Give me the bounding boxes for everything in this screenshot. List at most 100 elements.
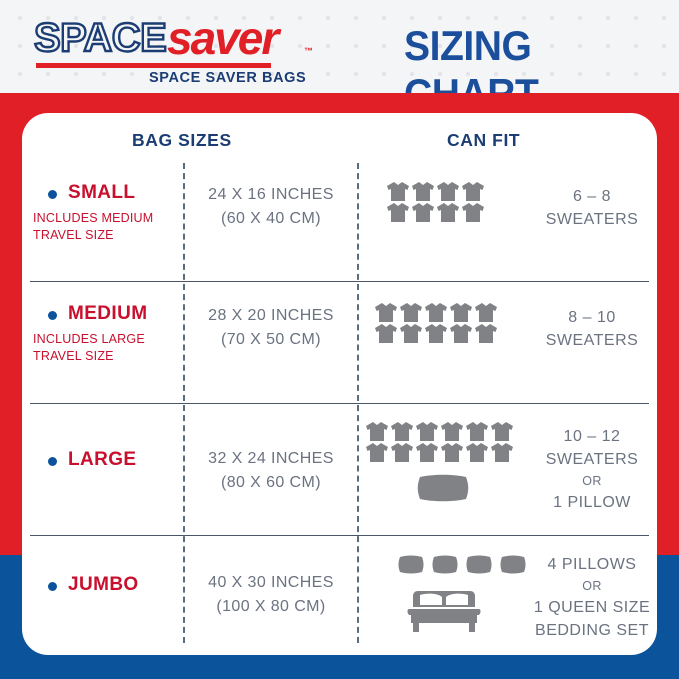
header-bar: SPACE saver ™ SPACE SAVER BAGS SIZING CH… — [0, 0, 679, 93]
sweater-icon — [449, 303, 472, 322]
pillow-icon — [500, 555, 526, 574]
column-header-can-fit: CAN FIT — [447, 130, 521, 150]
capacity-icons-cell — [359, 165, 527, 281]
logo-wordmark: SPACE saver ™ — [33, 14, 324, 62]
sweater-icon — [386, 203, 409, 222]
table-row: MEDIUM INCLUDES LARGE TRAVEL SIZE 28 X 2… — [22, 285, 657, 403]
dimension-inches: 24 X 16 INCHES — [208, 186, 334, 203]
capacity-text-cell: 8 – 10 SWEATERS — [527, 285, 657, 424]
sweater-icon — [424, 324, 447, 343]
table-row: SMALL INCLUDES MEDIUM TRAVEL SIZE 24 X 1… — [22, 165, 657, 281]
dimension-inches: 28 X 20 INCHES — [208, 307, 334, 324]
dimensions-cell: 40 X 30 INCHES (100 X 80 CM) — [185, 539, 357, 679]
sweater-icon — [390, 422, 413, 441]
capacity-alt-item: 1 PILLOW — [553, 494, 631, 511]
logo-tagline: SPACE SAVER BAGS — [149, 70, 307, 86]
capacity-count: 4 PILLOWS — [547, 556, 637, 573]
dimension-cm: (100 X 80 CM) — [216, 598, 326, 615]
pillow-icon — [466, 555, 492, 574]
sweater-icon — [415, 422, 438, 441]
capacity-icons-cell — [359, 285, 527, 403]
sweater-icon — [424, 303, 447, 322]
row-divider-2 — [30, 403, 649, 404]
sweater-icon — [411, 203, 434, 222]
bullet-icon — [48, 457, 57, 466]
bag-size-name: JUMBO — [68, 574, 139, 595]
pillow-icon — [417, 474, 469, 502]
bed-icon-group — [407, 585, 481, 640]
bed-icon — [407, 591, 481, 632]
brand-logo: SPACE saver ™ SPACE SAVER BAGS — [33, 14, 324, 86]
capacity-item: SWEATERS — [545, 451, 639, 468]
sweater-icon — [374, 324, 397, 343]
sweater-icon — [440, 443, 463, 462]
capacity-text-cell: 4 PILLOWS OR 1 QUEEN SIZE BEDDING SET — [527, 539, 657, 669]
sweater-icon — [390, 443, 413, 462]
table-row: LARGE 32 X 24 INCHES (80 X 60 CM) — [22, 407, 657, 535]
bag-size-subtitle-line1: INCLUDES MEDIUM — [33, 211, 154, 225]
sweater-icon — [465, 422, 488, 441]
capacity-icons-cell — [359, 539, 527, 655]
sweater-icon — [374, 303, 397, 322]
column-headers: BAG SIZES CAN FIT — [22, 130, 657, 156]
capacity-count: 10 – 12 — [563, 428, 621, 445]
capacity-item: SWEATERS — [545, 332, 639, 349]
dimension-cm: (60 X 40 CM) — [221, 210, 321, 227]
dimension-cm: (70 X 50 CM) — [221, 331, 321, 348]
bag-size-subtitle-line2: TRAVEL SIZE — [33, 349, 114, 363]
dimensions-cell: 28 X 20 INCHES (70 X 50 CM) — [185, 285, 357, 422]
pillow-icon-group — [394, 554, 534, 575]
capacity-count: 8 – 10 — [568, 309, 616, 326]
capacity-item: SWEATERS — [545, 211, 639, 228]
pillow-icon — [398, 555, 424, 574]
dimension-cm: (80 X 60 CM) — [221, 474, 321, 491]
sweater-icon — [386, 182, 409, 201]
sweater-icon-group — [385, 181, 501, 223]
sweater-icon — [474, 324, 497, 343]
row-divider-1 — [30, 281, 649, 282]
sweater-icon — [399, 303, 422, 322]
bag-size-cell: LARGE — [22, 407, 183, 535]
bag-size-name: SMALL — [68, 182, 136, 203]
capacity-text-cell: 6 – 8 SWEATERS — [527, 165, 657, 301]
capacity-text-cell: 10 – 12 SWEATERS OR 1 PILLOW — [527, 407, 657, 553]
page-title: SIZING CHART — [404, 22, 539, 93]
sweater-icon — [461, 203, 484, 222]
sweater-icon — [465, 443, 488, 462]
sweater-icon — [365, 422, 388, 441]
table-row: JUMBO 40 X 30 INCHES (100 X 80 CM) — [22, 539, 657, 655]
dimensions-cell: 32 X 24 INCHES (80 X 60 CM) — [185, 407, 357, 575]
bag-size-name: LARGE — [68, 449, 137, 470]
capacity-count: 6 – 8 — [572, 188, 612, 205]
bag-size-cell: SMALL INCLUDES MEDIUM TRAVEL SIZE — [22, 165, 183, 281]
sweater-icon — [474, 303, 497, 322]
trademark-icon: ™ — [304, 46, 313, 56]
chart-panel: BAG SIZES CAN FIT SMALL INCLUDES MEDIUM … — [22, 113, 657, 655]
bag-size-subtitle-line1: INCLUDES LARGE — [33, 332, 145, 346]
sweater-icon — [440, 422, 463, 441]
logo-space-text: SPACE — [33, 15, 168, 61]
sweater-icon — [399, 324, 422, 343]
sweater-icon — [411, 182, 434, 201]
column-header-bag-sizes: BAG SIZES — [132, 130, 232, 150]
pillow-icon — [432, 555, 458, 574]
sweater-icon-group — [373, 302, 513, 344]
dot-pattern-background — [0, 0, 679, 93]
sweater-icon — [436, 182, 459, 201]
bag-size-cell: JUMBO — [22, 539, 183, 655]
sweater-icon — [436, 203, 459, 222]
dimension-inches: 32 X 24 INCHES — [208, 450, 334, 467]
dimension-inches: 40 X 30 INCHES — [208, 574, 334, 591]
bag-size-name: MEDIUM — [68, 303, 148, 324]
bag-size-cell: MEDIUM INCLUDES LARGE TRAVEL SIZE — [22, 285, 183, 403]
sweater-icon — [490, 422, 513, 441]
logo-underline-bar — [36, 63, 271, 68]
sweater-icon — [449, 324, 472, 343]
capacity-or-label: OR — [582, 579, 602, 593]
dimensions-cell: 24 X 16 INCHES (60 X 40 CM) — [185, 165, 357, 299]
bullet-icon — [48, 311, 57, 320]
row-divider-3 — [30, 535, 649, 536]
sweater-icon — [490, 443, 513, 462]
capacity-alt-item-line2: BEDDING SET — [535, 622, 649, 639]
